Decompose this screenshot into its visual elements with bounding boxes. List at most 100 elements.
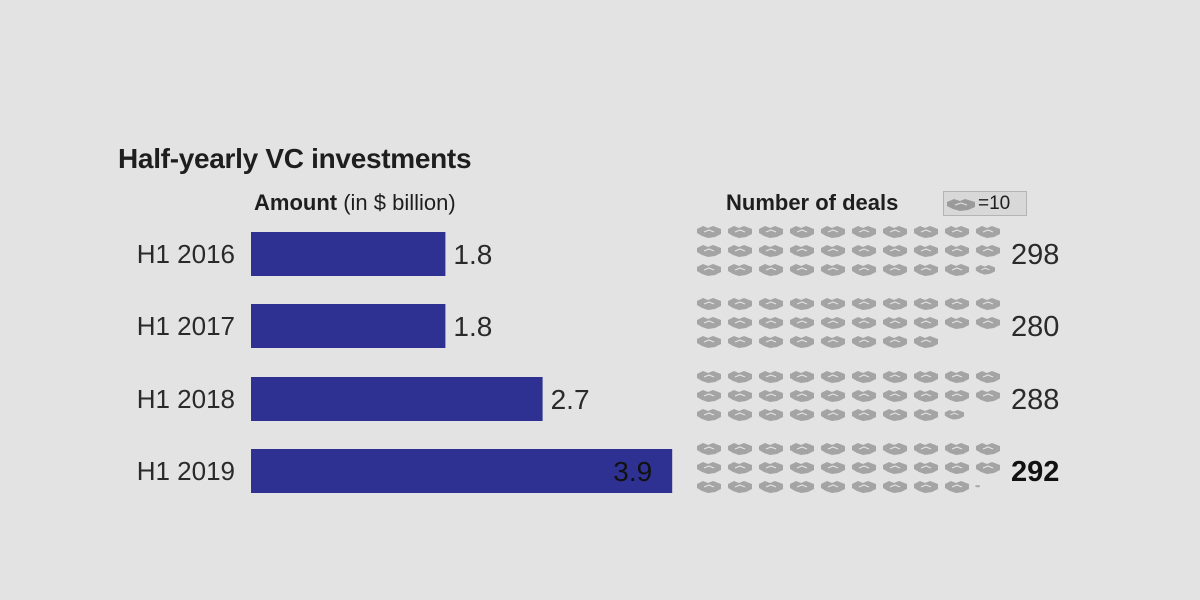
legend-text: =10: [978, 193, 1011, 214]
handshake-icon: [820, 316, 846, 330]
deals-value-label: 292: [1011, 456, 1059, 488]
handshake-icon: [975, 484, 981, 488]
handshake-icon: [975, 370, 1001, 384]
handshake-icon: [944, 316, 970, 330]
handshake-icon: [882, 480, 908, 494]
handshake-icon: [727, 461, 753, 475]
handshake-icon: [727, 442, 753, 456]
handshake-icon: [758, 335, 784, 349]
handshake-icon: [882, 225, 908, 239]
amount-unit: (in $ billion): [343, 190, 456, 215]
handshake-icon: [913, 442, 939, 456]
handshake-icon: [758, 408, 784, 422]
handshake-icon: [789, 370, 815, 384]
handshake-icon: [727, 316, 753, 330]
handshake-icon: [882, 461, 908, 475]
amount-series-name: Amount: [254, 190, 338, 215]
handshake-icon: [882, 263, 908, 277]
handshake-icon: [820, 335, 846, 349]
handshake-icon: [696, 263, 722, 277]
handshake-icon: [789, 244, 815, 258]
handshake-icon: [696, 225, 722, 239]
handshake-icon: [820, 225, 846, 239]
handshake-icon: [851, 225, 877, 239]
handshake-icon: [727, 335, 753, 349]
handshake-icon: [851, 335, 877, 349]
handshake-icon: [696, 316, 722, 330]
handshake-icon: [758, 244, 784, 258]
handshake-icon: [944, 389, 970, 403]
handshake-icon: [851, 389, 877, 403]
handshake-icon: [820, 442, 846, 456]
handshake-icon: [727, 297, 753, 311]
handshake-icon: [727, 480, 753, 494]
amount-value-label: 1.8: [453, 311, 492, 342]
handshake-icon: [820, 389, 846, 403]
handshake-icon: [696, 297, 722, 311]
deals-header: Number of deals: [726, 190, 899, 215]
handshake-icon: [975, 297, 1001, 311]
handshake-icon: [758, 225, 784, 239]
handshake-icon: [913, 408, 939, 422]
handshake-icon: [696, 461, 722, 475]
handshake-icon: [851, 461, 877, 475]
handshake-icon: [758, 389, 784, 403]
handshake-icon: [789, 461, 815, 475]
handshake-icon: [913, 480, 939, 494]
handshake-icon: [789, 480, 815, 494]
handshake-icon: [696, 442, 722, 456]
handshake-icon: [851, 408, 877, 422]
handshake-icon: [727, 225, 753, 239]
handshake-icon: [758, 480, 784, 494]
handshake-icon: [944, 297, 970, 311]
handshake-icon: [913, 316, 939, 330]
handshake-icon: [727, 263, 753, 277]
handshake-icon: [758, 297, 784, 311]
amount-bar: [251, 232, 446, 276]
handshake-icon: [947, 199, 975, 211]
deals-value-label: 288: [1011, 384, 1059, 416]
handshake-icon: [696, 244, 722, 258]
handshake-icon: [975, 389, 1001, 403]
handshake-icon: [851, 244, 877, 258]
handshake-icon: [851, 480, 877, 494]
handshake-icon: [975, 264, 996, 276]
handshake-icon: [851, 316, 877, 330]
handshake-icon: [758, 263, 784, 277]
handshake-icon: [851, 442, 877, 456]
handshake-icon: [975, 244, 1001, 258]
handshake-icon: [696, 408, 722, 422]
handshake-icon: [882, 389, 908, 403]
handshake-icon: [758, 461, 784, 475]
category-label: H1 2019: [137, 456, 235, 486]
handshake-icon: [882, 408, 908, 422]
handshake-icon: [789, 335, 815, 349]
handshake-icon: [727, 370, 753, 384]
handshake-icon: [727, 244, 753, 258]
handshake-icon: [851, 370, 877, 384]
handshake-icon: [820, 263, 846, 277]
amount-value-label: 2.7: [551, 384, 590, 415]
handshake-icon: [913, 297, 939, 311]
amount-header: Amount (in $ billion): [254, 190, 456, 216]
handshake-icon: [975, 225, 1001, 239]
handshake-icon: [944, 442, 970, 456]
handshake-icon: [727, 389, 753, 403]
handshake-icon: [727, 408, 753, 422]
handshake-icon: [851, 263, 877, 277]
handshake-icon: [975, 316, 1001, 330]
handshake-icon: [944, 461, 970, 475]
handshake-icon: [789, 316, 815, 330]
handshake-icon: [913, 263, 939, 277]
handshake-icon: [696, 335, 722, 349]
handshake-icon: [758, 316, 784, 330]
handshake-icon: [820, 244, 846, 258]
handshake-icon: [820, 297, 846, 311]
handshake-icon: [882, 297, 908, 311]
handshake-icon: [882, 335, 908, 349]
handshake-icon: [944, 225, 970, 239]
handshake-icon: [913, 335, 939, 349]
handshake-icon: [851, 297, 877, 311]
handshake-icon: [975, 461, 1001, 475]
